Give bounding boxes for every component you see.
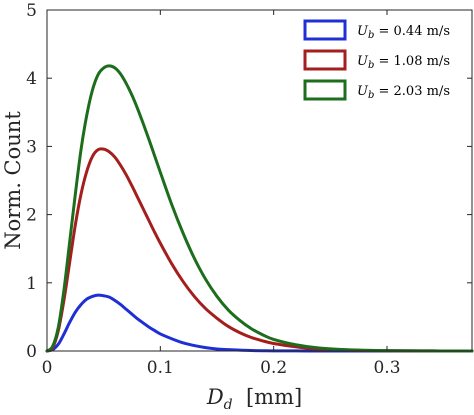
y-tick-label: 3 (26, 137, 37, 157)
plot-area (45, 64, 474, 353)
legend-swatch-2 (303, 49, 347, 71)
legend-label-2: Ub = 1.08 m/s (357, 54, 450, 71)
x-axis-label: Dd [mm] (206, 385, 302, 413)
legend-swatch-1 (303, 19, 347, 41)
y-tick-label: 5 (26, 1, 37, 21)
x-tick-label: 0.1 (147, 358, 174, 378)
y-tick-label: 1 (26, 274, 37, 294)
series-line-3 (45, 64, 474, 353)
legend-label-3: Ub = 2.03 m/s (357, 84, 450, 101)
y-axis-label: Norm. Count (1, 111, 25, 250)
legend-swatch-3 (303, 79, 347, 101)
x-tick-label: 0.2 (260, 358, 287, 378)
x-tick-label: 0 (42, 358, 53, 378)
y-tick-label: 4 (26, 69, 37, 89)
series-line-2 (45, 147, 474, 353)
y-tick-label: 2 (26, 206, 37, 226)
series-line-1 (45, 293, 474, 353)
axes-frame (46, 9, 473, 352)
y-tick-label: 0 (26, 342, 37, 362)
legend-label-1: Ub = 0.44 m/s (357, 24, 450, 41)
legend: Ub = 0.44 m/s Ub = 1.08 m/s Ub = 2.03 m/s (303, 19, 450, 101)
x-tick-label: 0.3 (373, 358, 400, 378)
